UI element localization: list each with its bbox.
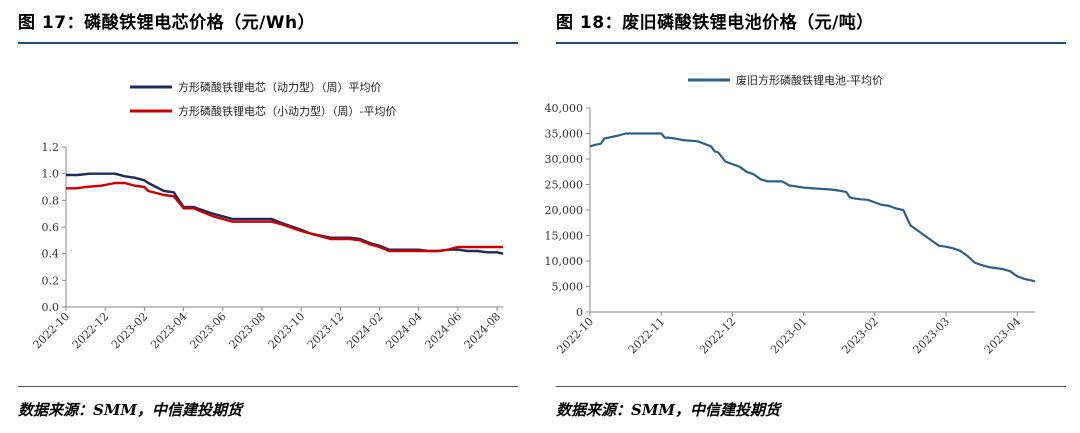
x-tick-label: 2023-04 [982,315,1024,357]
right-figure-title: 图 18：废旧磷酸铁锂电池价格（元/吨） [556,13,874,33]
right-source-note: 数据来源：SMM，中信建投期货 [556,401,781,419]
x-tick-label: 2023-06 [187,310,229,352]
y-tick-label: 0.6 [42,221,60,234]
y-tick-label: 20,000 [545,204,584,217]
y-tick-label: 0.0 [42,301,60,314]
x-tick-label: 2022-12 [697,315,739,357]
series-line-1 [589,132,1036,283]
right-title-rule [556,42,1066,44]
y-tick-label: 25,000 [545,179,584,192]
y-tick-label: 0.4 [42,248,60,261]
x-tick-label: 2024-04 [383,310,425,352]
right-chart: 0 5,000 10,000 15,000 20,000 25,000 30,000 35,0… [545,73,1036,356]
x-tick-label: 2024-02 [344,310,386,352]
left-bottom-rule [18,386,518,387]
left-figure-title: 图 17：磷酸铁锂电芯价格（元/Wh） [18,13,316,33]
y-tick-label: 1.0 [42,168,60,181]
x-tick-label: 2023-10 [266,310,308,352]
x-tick-label: 2023-01 [768,315,810,357]
series-line-2 [66,181,503,253]
x-tick-label: 2022-11 [626,315,668,357]
x-tick-label: 2023-08 [227,310,269,352]
right-bottom-rule [556,386,1066,387]
y-tick-label: 35,000 [545,128,584,141]
y-tick-label: 0.8 [42,194,60,207]
legend-label-2: 方形磷酸铁锂电芯（小动力型）（周）-平均价 [178,104,396,118]
left-source-note: 数据来源：SMM，中信建投期货 [18,401,243,419]
x-tick-label: 2022-10 [31,310,73,352]
x-tick-label: 2023-04 [148,310,190,352]
y-tick-label: 5,000 [552,281,584,294]
y-tick-label: 0.2 [42,274,60,287]
x-tick-label: 2023-02 [839,315,881,357]
y-tick-label: 40,000 [545,102,584,115]
legend-label-1: 方形磷酸铁锂电芯（动力型）（周）平均价 [178,80,382,94]
y-tick-label: 1.2 [42,141,60,154]
x-tick-label: 2024-06 [423,310,465,352]
x-tick-label: 2022-10 [555,315,597,357]
x-tick-label: 2023-02 [109,310,151,352]
x-tick-label: 2023-12 [305,310,347,352]
y-tick-label: 30,000 [545,153,584,166]
legend-label-1: 废旧方形磷酸铁锂电池-平均价 [736,73,883,87]
x-tick-label: 2022-12 [70,310,112,352]
left-chart: 0.00.20.40.60.81.01.22022-102022-122023-… [31,80,504,351]
x-tick-label: 2023-03 [911,315,953,357]
y-tick-label: 0 [576,306,583,319]
x-tick-label: 2024-08 [462,310,504,352]
y-tick-label: 10,000 [545,255,584,268]
left-title-rule [18,42,518,44]
y-tick-label: 15,000 [545,230,584,243]
